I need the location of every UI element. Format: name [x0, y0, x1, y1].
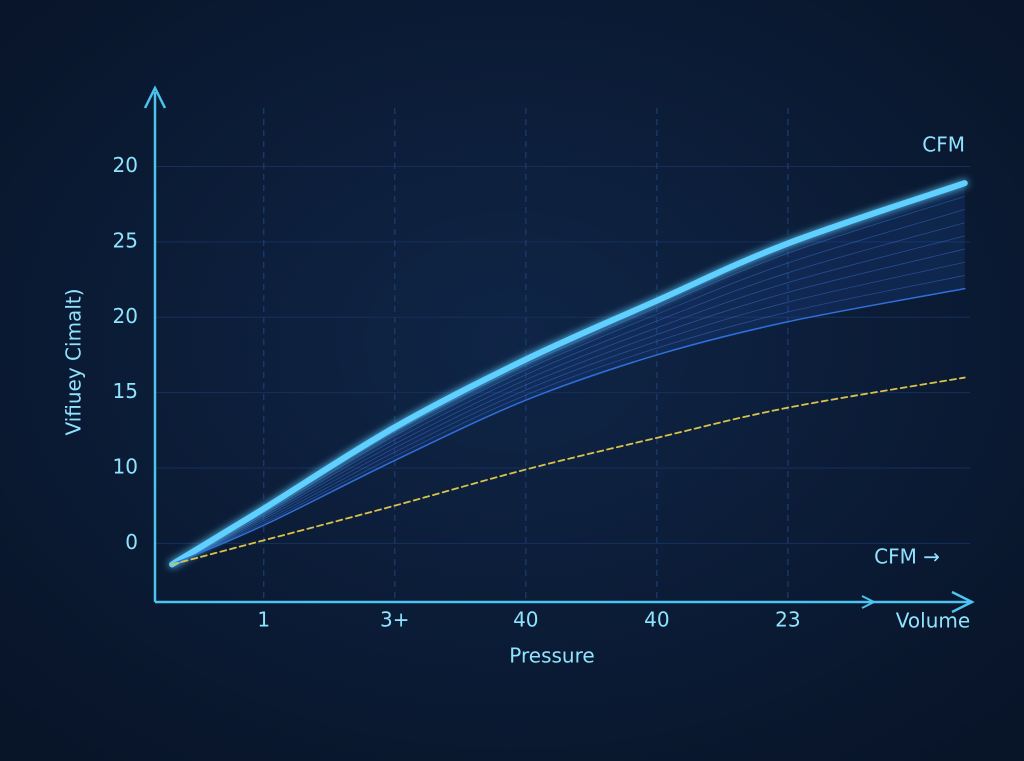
y-axis-label: Vifiuey Cimalt) — [62, 288, 86, 435]
series-line — [171, 287, 966, 566]
y-tick-label: 15 — [113, 379, 138, 403]
annotation: CFM → — [874, 545, 940, 569]
y-tick-label: 25 — [113, 228, 138, 252]
fan-fill — [172, 183, 965, 565]
y-tick-label: 10 — [113, 454, 138, 478]
y-axis-arrow — [143, 85, 167, 109]
x-tick-label: 23 — [775, 608, 800, 632]
y-tick-label: 20 — [113, 304, 138, 328]
annotation: CFM — [922, 133, 965, 157]
grid — [155, 108, 970, 600]
x-tick-label: 1 — [257, 608, 270, 632]
fan-line — [171, 235, 965, 565]
x-axis-label: Pressure — [509, 644, 594, 668]
plot — [169, 180, 968, 568]
x-tick-label: 40 — [644, 608, 669, 632]
x-axis-arrow-small — [861, 595, 877, 609]
y-tick-label: 20 — [113, 153, 138, 177]
x-axis-end-label: Volume — [896, 609, 970, 633]
fan-line — [171, 222, 965, 565]
series-line — [171, 376, 966, 566]
y-tick-label: 0 — [125, 530, 138, 554]
fan-line — [171, 275, 965, 565]
x-axis-arrow — [951, 590, 975, 614]
x-tick-label: 40 — [513, 608, 538, 632]
x-tick-label: 3+ — [380, 608, 409, 632]
series-line — [169, 180, 968, 568]
fan-line — [171, 209, 965, 565]
fan-line — [171, 261, 965, 565]
fan-line — [171, 248, 965, 565]
